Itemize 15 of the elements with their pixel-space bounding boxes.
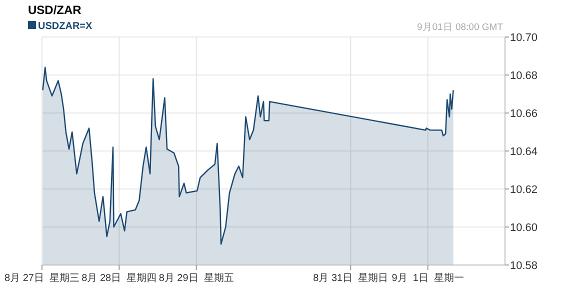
y-tick-label: 10.62 bbox=[510, 184, 538, 196]
y-tick-label: 10.70 bbox=[510, 32, 538, 44]
legend-label: USDZAR=X bbox=[38, 21, 93, 32]
x-tick-label: 8月 27日 星期三 bbox=[4, 272, 80, 284]
y-tick-label: 10.68 bbox=[510, 70, 538, 82]
y-tick-label: 10.58 bbox=[510, 260, 538, 272]
x-tick-label: 8月 28日 星期四 bbox=[82, 272, 157, 284]
text: 9月01日 08:00 GMT bbox=[416, 22, 504, 33]
x-tick-label: 9月 1日 星期一 bbox=[392, 272, 464, 284]
x-tick-label: 8月 31日 星期日 bbox=[313, 272, 388, 284]
y-tick-label: 10.60 bbox=[510, 222, 538, 234]
y-tick-label: 10.64 bbox=[510, 146, 538, 158]
x-tick-label: 8月 29日 星期五 bbox=[158, 272, 234, 284]
chart-title: USD/ZAR bbox=[28, 3, 82, 17]
y-tick-label: 10.66 bbox=[510, 108, 538, 120]
